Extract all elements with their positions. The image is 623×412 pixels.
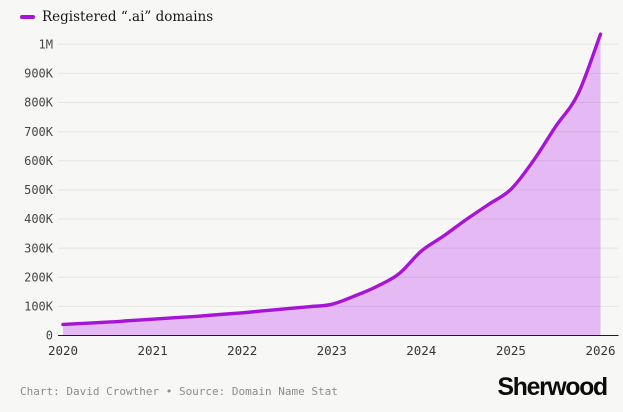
- y-axis-tick-label: 0: [46, 329, 53, 343]
- legend-line-swatch-icon: [20, 15, 35, 19]
- legend-label: Registered “.ai” domains: [42, 9, 214, 25]
- chart-legend: Registered “.ai” domains: [20, 8, 213, 26]
- trend-line: [61, 32, 603, 327]
- area-fill: [63, 34, 601, 336]
- y-axis-tick-label: 400K: [24, 212, 54, 226]
- sherwood-logo: Sherwood: [497, 373, 608, 401]
- y-axis-tick-label: 800K: [24, 96, 54, 110]
- chart-footer: Chart: David Crowther • Source: Domain N…: [0, 372, 623, 412]
- y-axis-tick-label: 1M: [39, 38, 53, 52]
- x-axis-tick-label: 2025: [496, 343, 526, 358]
- x-axis-tick-label: 2024: [406, 343, 436, 358]
- y-axis-tick-label: 300K: [24, 241, 54, 255]
- credit-line: Chart: David Crowther • Source: Domain N…: [20, 385, 338, 398]
- y-axis-tick-label: 200K: [24, 271, 54, 285]
- y-axis-tick-label: 500K: [24, 183, 54, 197]
- y-axis-tick-label: 600K: [24, 154, 54, 168]
- chart-plot: 0 100K 200K 300K 400K 500K 600K 700K 800K 900K 1M 2…: [24, 32, 619, 358]
- y-axis-tick-label: 700K: [24, 125, 54, 139]
- x-axis-tick-label: 2026: [585, 343, 615, 358]
- x-axis-tick-label: 2022: [227, 343, 257, 358]
- x-axis-tick-label: 2023: [317, 343, 347, 358]
- x-axis-tick-label: 2021: [138, 343, 168, 358]
- y-axis-tick-label: 900K: [24, 67, 54, 81]
- y-axis-tick-label: 100K: [24, 300, 54, 314]
- x-axis-tick-label: 2020: [48, 343, 78, 358]
